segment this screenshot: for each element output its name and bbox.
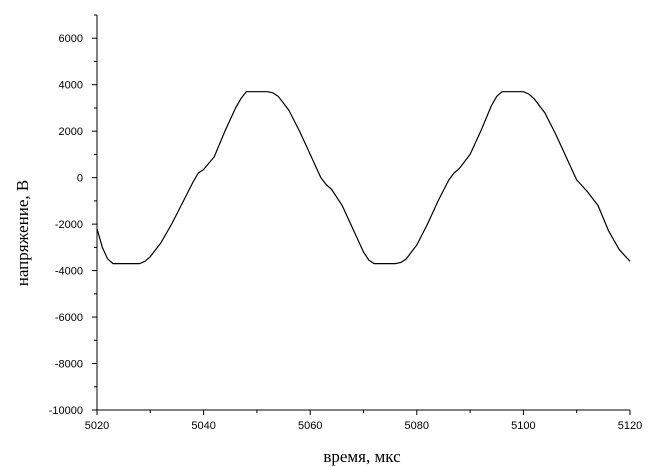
x-tick-label: 5060 [298, 420, 322, 432]
x-axis-title: время, мкс [323, 447, 401, 466]
x-tick-label: 5080 [405, 420, 429, 432]
x-axis: 5020 5040 5060 5080 5100 5120 [85, 409, 642, 432]
y-tick-label: -6000 [55, 312, 83, 324]
series-line-0 [96, 91, 631, 265]
x-tick-label: 5100 [511, 420, 535, 432]
y-tick-label: 0 [77, 173, 83, 185]
x-tick-label: 5020 [85, 420, 109, 432]
x-tick-label: 5120 [618, 420, 642, 432]
y-axis: -10000 -8000 -6000 -4000 -2000 0 2000 4000 6000 [49, 14, 98, 417]
y-tick-label: -4000 [55, 266, 83, 278]
y-axis-title: напряжение, В [13, 180, 32, 286]
y-tick-label: 2000 [59, 126, 83, 138]
y-tick-label: 6000 [59, 33, 83, 45]
series-layer [96, 91, 631, 265]
y-tick-label: -2000 [55, 219, 83, 231]
y-tick-label: -10000 [49, 405, 83, 417]
y-tick-label: 4000 [59, 80, 83, 92]
x-tick-label: 5040 [191, 420, 215, 432]
y-tick-label: -8000 [55, 359, 83, 371]
